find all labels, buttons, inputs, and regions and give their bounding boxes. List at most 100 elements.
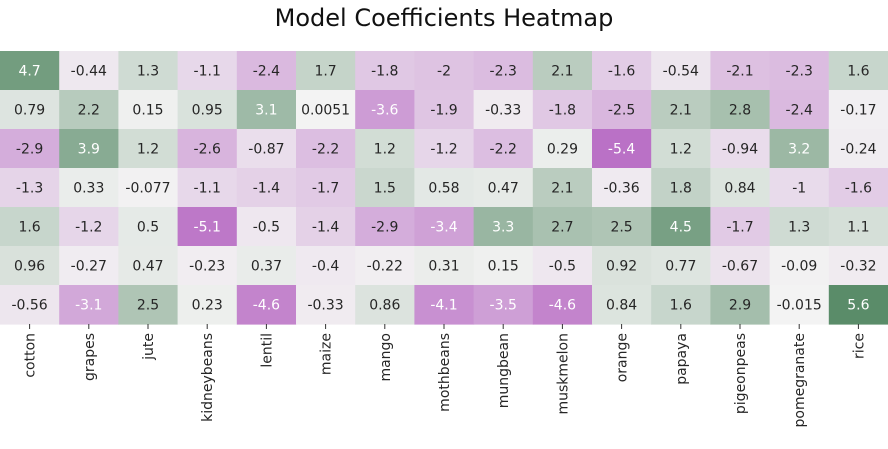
cell-value-label: 4.7 (18, 64, 40, 80)
cell-value-label: 0.95 (192, 103, 223, 119)
heatmap-cell (473, 129, 534, 169)
cell-value-label: -2.3 (786, 64, 813, 80)
cell-value-label: -1.9 (430, 103, 457, 119)
heatmap-cell (59, 207, 119, 247)
cell-value-label: -2.6 (194, 142, 221, 158)
heatmap-cell (296, 207, 356, 247)
cell-value-label: -1.1 (194, 64, 221, 80)
cell-value-label: 2.1 (551, 181, 573, 197)
x-tick-label: mungbean (496, 333, 512, 408)
x-tick-label: orange (615, 333, 631, 382)
x-tick-label: maize (319, 333, 335, 375)
heatmap-cell (710, 285, 771, 325)
heatmap-cell (651, 129, 711, 169)
heatmap-cell (414, 285, 475, 325)
x-tick-label: mango (378, 333, 394, 382)
heatmap-cell (414, 168, 475, 208)
heatmap-cell (177, 246, 238, 286)
heatmap-cell (355, 246, 415, 286)
heatmap-cell (177, 129, 238, 169)
cell-value-label: -1.8 (371, 64, 398, 80)
heatmap-cell (236, 129, 297, 169)
cell-value-label: -1.2 (430, 142, 457, 158)
heatmap-cell (355, 51, 415, 91)
cell-value-label: 0.5 (137, 220, 159, 236)
cell-value-label: -1.7 (312, 181, 339, 197)
cell-value-label: 0.15 (488, 259, 519, 275)
heatmap-cell (236, 285, 297, 325)
heatmap-cell (118, 51, 179, 91)
heatmap-cell (59, 51, 119, 91)
heatmap-cell (592, 207, 652, 247)
cell-value-label: 0.37 (251, 259, 282, 275)
heatmap-cell (710, 90, 771, 130)
x-tick-label: rice (851, 333, 867, 359)
x-tick-label: pomegranate (792, 333, 808, 427)
heatmap-cell (828, 129, 888, 169)
cell-value-label: -1.4 (312, 220, 339, 236)
cell-value-label: 4.5 (670, 220, 692, 236)
heatmap-cell (592, 129, 652, 169)
cell-value-label: 0.47 (132, 259, 163, 275)
heatmap-cell (769, 207, 830, 247)
cell-value-label: -5.4 (608, 142, 635, 158)
heatmap-cell (769, 51, 830, 91)
heatmap-cell (473, 246, 534, 286)
cell-value-label: -3.1 (75, 298, 102, 314)
cell-value-label: 2.5 (610, 220, 632, 236)
heatmap-cell (532, 207, 593, 247)
heatmap-cell (296, 246, 356, 286)
cell-value-label: 1.2 (137, 142, 159, 158)
cell-value-label: 2.8 (729, 103, 751, 119)
cell-value-label: -0.5 (549, 259, 576, 275)
heatmap-cell (532, 168, 593, 208)
heatmap-cell (0, 246, 60, 286)
cell-value-label: 0.31 (428, 259, 459, 275)
cell-value-label: -3.6 (371, 103, 398, 119)
heatmap-cell (710, 51, 771, 91)
cell-value-label: 0.47 (488, 181, 519, 197)
cell-value-label: -2.1 (726, 64, 753, 80)
cell-value-label: -0.27 (71, 259, 107, 275)
heatmap-cell (710, 207, 771, 247)
cell-value-label: -0.015 (777, 298, 822, 314)
cell-value-label: 3.1 (255, 103, 277, 119)
cell-value-label: -2.3 (490, 64, 517, 80)
heatmap-cell (532, 285, 593, 325)
heatmap-cell (592, 90, 652, 130)
cell-value-label: 1.6 (670, 298, 692, 314)
cell-value-label: 2.5 (137, 298, 159, 314)
heatmap-cell (532, 51, 593, 91)
heatmap-cell (710, 168, 771, 208)
cell-value-label: -0.56 (11, 298, 47, 314)
x-tick-label: lentil (259, 333, 275, 368)
heatmap-cell (473, 207, 534, 247)
cell-value-label: 0.0051 (301, 103, 350, 119)
cell-value-label: 1.5 (374, 181, 396, 197)
heatmap-cell (296, 51, 356, 91)
cell-value-label: 0.15 (132, 103, 163, 119)
heatmap-cell (651, 51, 711, 91)
cell-value-label: 0.33 (73, 181, 104, 197)
heatmap-cell (0, 285, 60, 325)
heatmap-cell (236, 51, 297, 91)
cell-value-label: -0.22 (367, 259, 403, 275)
cell-value-label: -0.67 (722, 259, 758, 275)
heatmap-cells: 4.7 -0.44 1.3 -1.1 -2.4 1.7 -1.8 -2 -2.3 2.1 -1.6 -… (0, 51, 888, 325)
cell-value-label: -4.6 (253, 298, 280, 314)
cell-value-label: 3.9 (78, 142, 100, 158)
heatmap-cell (118, 129, 179, 169)
cell-value-label: 0.58 (428, 181, 459, 197)
heatmap-cell (355, 285, 415, 325)
heatmap-cell (592, 285, 652, 325)
cell-value-label: -2 (437, 64, 451, 80)
heatmap-cell (532, 129, 593, 169)
cell-value-label: -3.5 (490, 298, 517, 314)
heatmap-cell (769, 246, 830, 286)
cell-value-label: -2.4 (253, 64, 280, 80)
cell-value-label: -4.6 (549, 298, 576, 314)
heatmap-cell (177, 207, 238, 247)
cell-value-label: -1.6 (608, 64, 635, 80)
heatmap-cell (473, 51, 534, 91)
